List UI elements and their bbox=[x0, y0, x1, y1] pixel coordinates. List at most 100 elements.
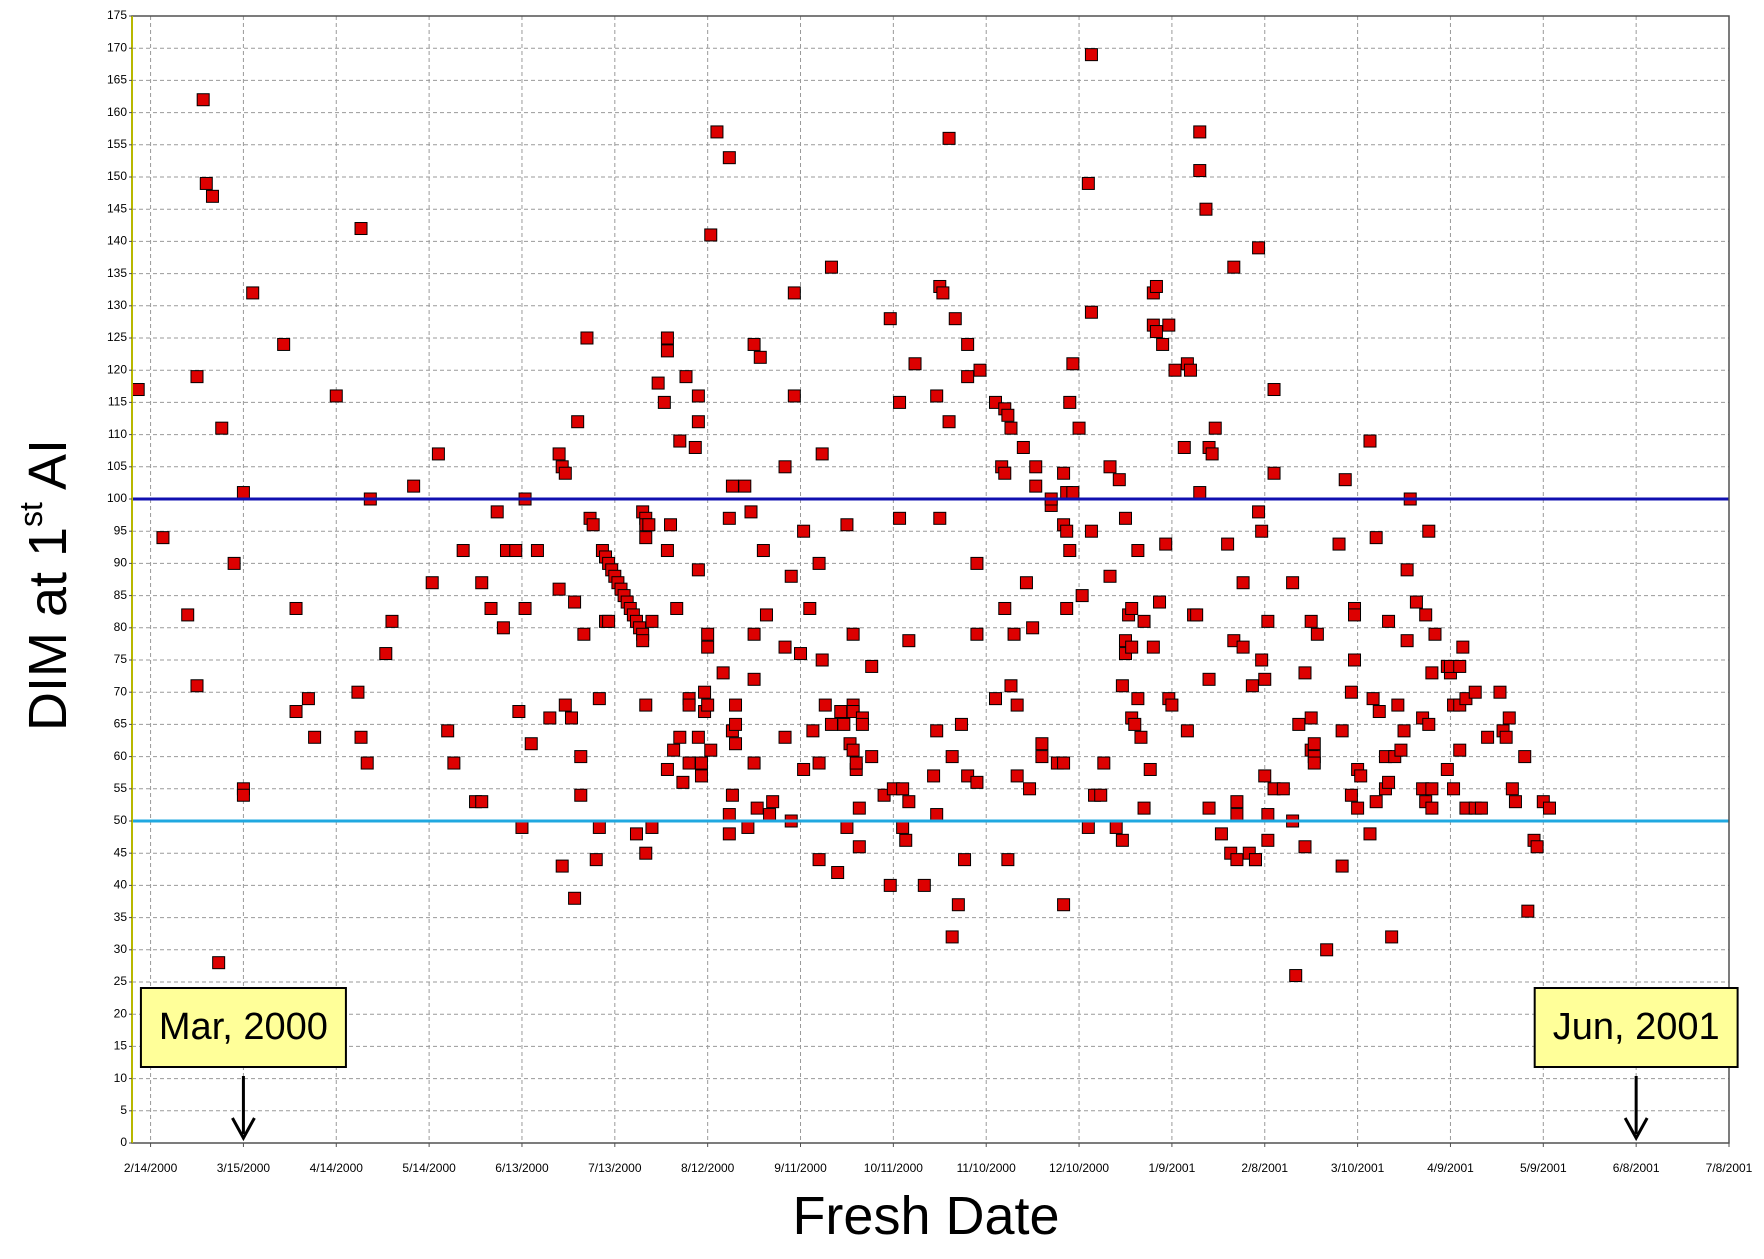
data-point bbox=[840, 820, 854, 834]
data-point bbox=[676, 775, 690, 789]
data-point bbox=[645, 820, 659, 834]
data-point bbox=[1419, 608, 1433, 622]
data-point bbox=[763, 808, 777, 822]
data-point bbox=[555, 859, 569, 873]
y-tick-label: 75 bbox=[114, 652, 128, 666]
data-point bbox=[766, 795, 780, 809]
data-point bbox=[1227, 260, 1241, 274]
y-tick-label: 0 bbox=[120, 1135, 127, 1149]
data-point bbox=[1391, 698, 1405, 712]
data-point bbox=[794, 647, 808, 661]
y-tick-label: 45 bbox=[114, 845, 128, 859]
data-point bbox=[933, 511, 947, 525]
data-point bbox=[1057, 466, 1071, 480]
annotations: Mar, 2000 Jun, 2001 bbox=[139, 987, 1739, 1142]
data-point bbox=[750, 801, 764, 815]
data-point bbox=[722, 511, 736, 525]
data-point bbox=[1131, 544, 1145, 558]
data-point bbox=[1289, 969, 1303, 983]
data-point bbox=[354, 222, 368, 236]
data-point bbox=[1007, 627, 1021, 641]
data-point bbox=[998, 466, 1012, 480]
data-point bbox=[1177, 440, 1191, 454]
x-tick-label: 1/9/2001 bbox=[1149, 1161, 1196, 1175]
y-tick-label: 15 bbox=[114, 1039, 128, 1053]
data-point bbox=[1468, 685, 1482, 699]
data-point bbox=[629, 827, 643, 841]
data-point bbox=[1493, 685, 1507, 699]
data-point bbox=[1081, 176, 1095, 190]
data-point bbox=[1066, 486, 1080, 500]
data-point bbox=[701, 627, 715, 641]
data-point bbox=[729, 698, 743, 712]
data-point bbox=[1363, 827, 1377, 841]
data-point bbox=[227, 556, 241, 570]
data-point bbox=[1081, 820, 1095, 834]
y-axis-title-part: AI bbox=[18, 439, 78, 502]
data-point bbox=[1137, 801, 1151, 815]
data-point bbox=[1094, 788, 1108, 802]
data-point bbox=[1010, 769, 1024, 783]
data-point bbox=[639, 846, 653, 860]
x-tick-label: 2/14/2000 bbox=[124, 1161, 178, 1175]
y-tick-label: 110 bbox=[108, 427, 127, 441]
data-point bbox=[1118, 511, 1132, 525]
data-point bbox=[1004, 421, 1018, 435]
data-point bbox=[1245, 679, 1259, 693]
data-point bbox=[1035, 737, 1049, 751]
data-point bbox=[1001, 853, 1015, 867]
data-point bbox=[1499, 730, 1513, 744]
data-point bbox=[1261, 833, 1275, 847]
x-tick-label: 12/10/2000 bbox=[1049, 1161, 1109, 1175]
y-tick-label: 20 bbox=[114, 1006, 128, 1020]
data-point bbox=[855, 717, 869, 731]
data-point bbox=[574, 750, 588, 764]
data-point bbox=[942, 415, 956, 429]
data-point bbox=[1004, 679, 1018, 693]
data-point bbox=[509, 544, 523, 558]
annotation-text: Jun, 2001 bbox=[1553, 1006, 1720, 1048]
data-point bbox=[484, 601, 498, 615]
data-point bbox=[1029, 479, 1043, 493]
data-point bbox=[1508, 795, 1522, 809]
data-point bbox=[431, 447, 445, 461]
data-point bbox=[475, 576, 489, 590]
data-point bbox=[329, 389, 343, 403]
data-point bbox=[574, 788, 588, 802]
data-point bbox=[351, 685, 365, 699]
data-point bbox=[1115, 833, 1129, 847]
data-point bbox=[385, 614, 399, 628]
data-point bbox=[664, 518, 678, 532]
data-point bbox=[1425, 782, 1439, 796]
y-tick-label: 100 bbox=[107, 491, 127, 505]
data-point bbox=[1521, 904, 1535, 918]
y-tick-label: 150 bbox=[107, 169, 127, 183]
data-point bbox=[1109, 820, 1123, 834]
data-point bbox=[1149, 279, 1163, 293]
data-point bbox=[1057, 756, 1071, 770]
data-point bbox=[530, 544, 544, 558]
data-point bbox=[1128, 717, 1142, 731]
data-point bbox=[970, 775, 984, 789]
data-point bbox=[1060, 524, 1074, 538]
data-point bbox=[852, 840, 866, 854]
data-point bbox=[564, 711, 578, 725]
data-point bbox=[951, 898, 965, 912]
data-point bbox=[651, 376, 665, 390]
data-point bbox=[1310, 627, 1324, 641]
data-point bbox=[778, 460, 792, 474]
data-point bbox=[1131, 692, 1145, 706]
y-tick-label: 105 bbox=[107, 459, 127, 473]
data-point bbox=[1447, 782, 1461, 796]
data-point bbox=[602, 614, 616, 628]
data-point bbox=[961, 370, 975, 384]
y-tick-label: 170 bbox=[107, 40, 127, 54]
data-point bbox=[425, 576, 439, 590]
data-point bbox=[902, 795, 916, 809]
data-point bbox=[812, 853, 826, 867]
data-point bbox=[1425, 801, 1439, 815]
data-point bbox=[1453, 743, 1467, 757]
data-point bbox=[205, 189, 219, 203]
data-point bbox=[1103, 460, 1117, 474]
data-point bbox=[958, 853, 972, 867]
